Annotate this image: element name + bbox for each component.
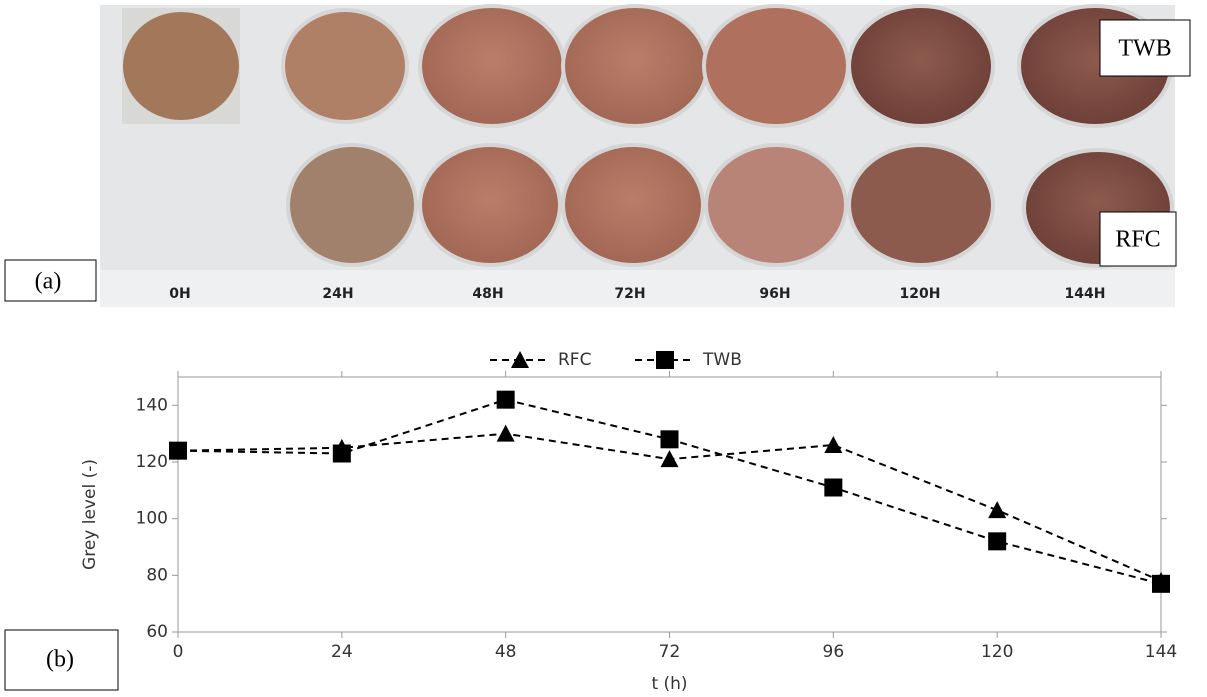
- x-tick-label: 96: [823, 642, 845, 662]
- plot-frame: [178, 377, 1161, 632]
- y-tick-label: 120: [136, 452, 168, 472]
- x-tick-label: 72: [659, 642, 681, 662]
- panel-label: (a): [35, 269, 62, 295]
- marker: [1152, 575, 1170, 593]
- y-tick-label: 140: [136, 395, 168, 415]
- panel-label: (b): [46, 647, 74, 673]
- x-tick-label: 0: [173, 642, 184, 662]
- x-tick-label: 48: [495, 642, 517, 662]
- y-tick-label: 60: [146, 622, 168, 642]
- marker: [661, 430, 679, 448]
- y-tick-label: 100: [136, 509, 168, 529]
- row-label: RFC: [1115, 227, 1160, 253]
- row-label: TWB: [1118, 36, 1171, 62]
- marker: [824, 436, 842, 453]
- figure: 0H 24H 48H 72H 96H 120H 144H TWB RFC (a) 60 80 1…: [0, 0, 1207, 697]
- marker: [497, 425, 515, 442]
- time-label: 144H: [1065, 286, 1106, 302]
- marker: [661, 450, 679, 467]
- time-label: 120H: [900, 286, 941, 302]
- legend-label: RFC: [558, 350, 591, 370]
- x-tick-label: 120: [981, 642, 1013, 662]
- marker: [497, 391, 515, 409]
- marker: [988, 532, 1006, 550]
- x-tick-label: 24: [331, 642, 353, 662]
- y-tick-label: 80: [146, 565, 168, 585]
- x-axis-label: t (h): [651, 674, 687, 694]
- marker: [169, 442, 187, 460]
- time-label: 24H: [322, 286, 353, 302]
- marker: [333, 445, 351, 463]
- marker: [656, 351, 674, 369]
- time-label: 48H: [472, 286, 503, 302]
- time-label: 72H: [614, 286, 645, 302]
- series-line: [178, 400, 1161, 584]
- x-tick-label: 144: [1145, 642, 1177, 662]
- chart: 60 80 100 120 140 0 24 48 72 96 120 144 t (h) Grey le…: [80, 350, 1177, 694]
- marker: [988, 501, 1006, 518]
- legend-label: TWB: [702, 350, 742, 370]
- time-label: 0H: [169, 286, 190, 302]
- time-label: 96H: [759, 286, 790, 302]
- y-axis-label: Grey level (-): [80, 459, 100, 570]
- photo: 0H 24H 48H 72H 96H 120H 144H TWB RFC: [100, 5, 1190, 307]
- marker: [824, 479, 842, 497]
